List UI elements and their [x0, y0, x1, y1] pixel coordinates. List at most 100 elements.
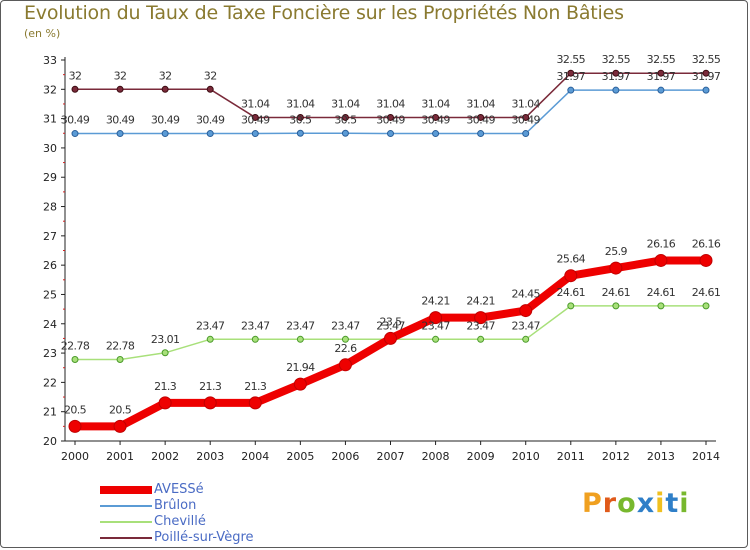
data-label-avesse: 24.21: [466, 295, 495, 308]
x-tick-label: 2011: [557, 450, 585, 463]
y-tick-label: 21: [43, 406, 57, 419]
data-point-brulon: [296, 129, 304, 137]
logo-letter: t: [665, 488, 680, 519]
data-point-avesse: [293, 377, 307, 391]
legend: AVESSé Brûlon Chevillé Poillé-sur-Vègre: [100, 482, 254, 546]
y-tick-label: 27: [43, 230, 57, 243]
data-label-avesse: 25.64: [557, 253, 586, 266]
data-label-poille: 31.04: [511, 97, 540, 110]
data-point-poille: [387, 113, 394, 121]
y-tick-label: 29: [43, 171, 57, 184]
data-point-poille: [702, 69, 710, 77]
data-point-brulon: [71, 130, 79, 138]
data-point-cheville: [251, 335, 259, 343]
data-point-avesse: [203, 396, 217, 410]
x-tick-label: 2005: [286, 450, 314, 463]
x-tick-label: 2002: [151, 450, 179, 463]
data-label-brulon: 31.97: [692, 70, 721, 83]
data-point-cheville: [161, 349, 169, 357]
data-point-poille: [116, 85, 124, 93]
logo-letter: P: [582, 488, 603, 519]
data-point-brulon: [387, 130, 394, 138]
y-tick-label: 26: [43, 259, 57, 272]
y-tick-label: 23: [43, 347, 57, 360]
x-tick-label: 2013: [647, 450, 675, 463]
data-label-poille: 32: [114, 69, 127, 82]
data-label-cheville: 24.61: [692, 286, 721, 299]
data-point-brulon: [657, 86, 665, 94]
data-label-poille: 32: [204, 69, 217, 82]
data-label-poille: 31.04: [466, 97, 495, 110]
data-point-cheville: [477, 335, 485, 343]
data-point-avesse: [474, 311, 488, 325]
data-label-poille: 31.04: [421, 97, 450, 110]
data-point-brulon: [116, 130, 124, 138]
data-point-poille: [341, 113, 349, 121]
data-label-poille: 32.55: [647, 53, 676, 66]
data-label-avesse: 23.5: [379, 315, 402, 328]
data-point-brulon: [477, 130, 485, 138]
data-label-avesse: 21.94: [286, 361, 315, 374]
x-tick-label: 2009: [467, 450, 495, 463]
data-label-avesse: 22.6: [334, 342, 357, 355]
data-label-avesse: 21.3: [199, 380, 222, 393]
data-label-brulon: 31.97: [602, 70, 631, 83]
data-label-brulon: 30.49: [376, 114, 405, 127]
x-tick-label: 2001: [106, 450, 134, 463]
data-point-avesse: [429, 311, 443, 325]
y-tick-label: 33: [43, 54, 57, 67]
data-point-poille: [522, 113, 530, 121]
data-label-cheville: 23.47: [331, 319, 360, 332]
data-label-cheville: 23.47: [376, 319, 405, 332]
data-point-cheville: [612, 302, 620, 310]
data-label-brulon: 30.49: [511, 114, 540, 127]
data-point-avesse: [609, 261, 623, 275]
data-label-avesse: 24.45: [511, 288, 540, 301]
logo-letter: i: [655, 488, 666, 519]
data-point-cheville: [116, 356, 124, 364]
data-label-cheville: 22.78: [106, 340, 135, 353]
data-label-brulon: 30.49: [151, 114, 180, 127]
y-tick-label: 20: [43, 435, 57, 448]
data-label-brulon: 30.49: [196, 114, 225, 127]
data-label-avesse: 26.16: [692, 237, 721, 250]
data-label-brulon: 30.5: [334, 113, 357, 126]
legend-swatch-brulon: [100, 505, 152, 507]
y-tick-label: 25: [43, 288, 57, 301]
data-point-brulon: [567, 86, 575, 94]
data-point-avesse: [158, 396, 172, 410]
legend-label-brulon: Brûlon: [154, 498, 197, 513]
data-point-cheville: [71, 356, 79, 364]
data-point-avesse: [384, 331, 397, 345]
data-label-cheville: 24.61: [557, 286, 586, 299]
logo-letter: r: [602, 488, 618, 519]
x-tick-label: 2000: [61, 450, 89, 463]
legend-swatch-avesse: [100, 486, 152, 494]
x-tick-label: 2003: [196, 450, 224, 463]
data-point-avesse: [248, 396, 262, 410]
x-tick-label: 2007: [377, 450, 405, 463]
data-point-cheville: [522, 335, 530, 343]
data-label-brulon: 30.49: [241, 114, 270, 127]
logo-letter: x: [636, 488, 656, 519]
data-label-poille: 32.55: [692, 53, 721, 66]
data-label-brulon: 30.5: [289, 113, 312, 126]
y-tick-label: 22: [43, 376, 57, 389]
data-label-poille: 31.04: [286, 97, 315, 110]
data-point-brulon: [251, 130, 259, 138]
data-label-poille: 31.04: [241, 97, 270, 110]
y-tick-label: 24: [43, 318, 57, 331]
data-point-brulon: [612, 86, 620, 94]
data-label-brulon: 30.49: [421, 114, 450, 127]
proxiti-logo: Proxiti: [582, 488, 690, 519]
data-point-poille: [71, 85, 79, 93]
data-label-poille: 31.04: [376, 97, 405, 110]
data-point-avesse: [68, 419, 82, 433]
data-point-cheville: [341, 335, 349, 343]
legend-item-cheville: Chevillé: [100, 514, 254, 530]
data-point-cheville: [206, 335, 214, 343]
data-point-cheville: [702, 302, 710, 310]
data-point-cheville: [296, 335, 304, 343]
data-point-brulon: [522, 130, 530, 138]
data-label-brulon: 30.49: [61, 114, 90, 127]
